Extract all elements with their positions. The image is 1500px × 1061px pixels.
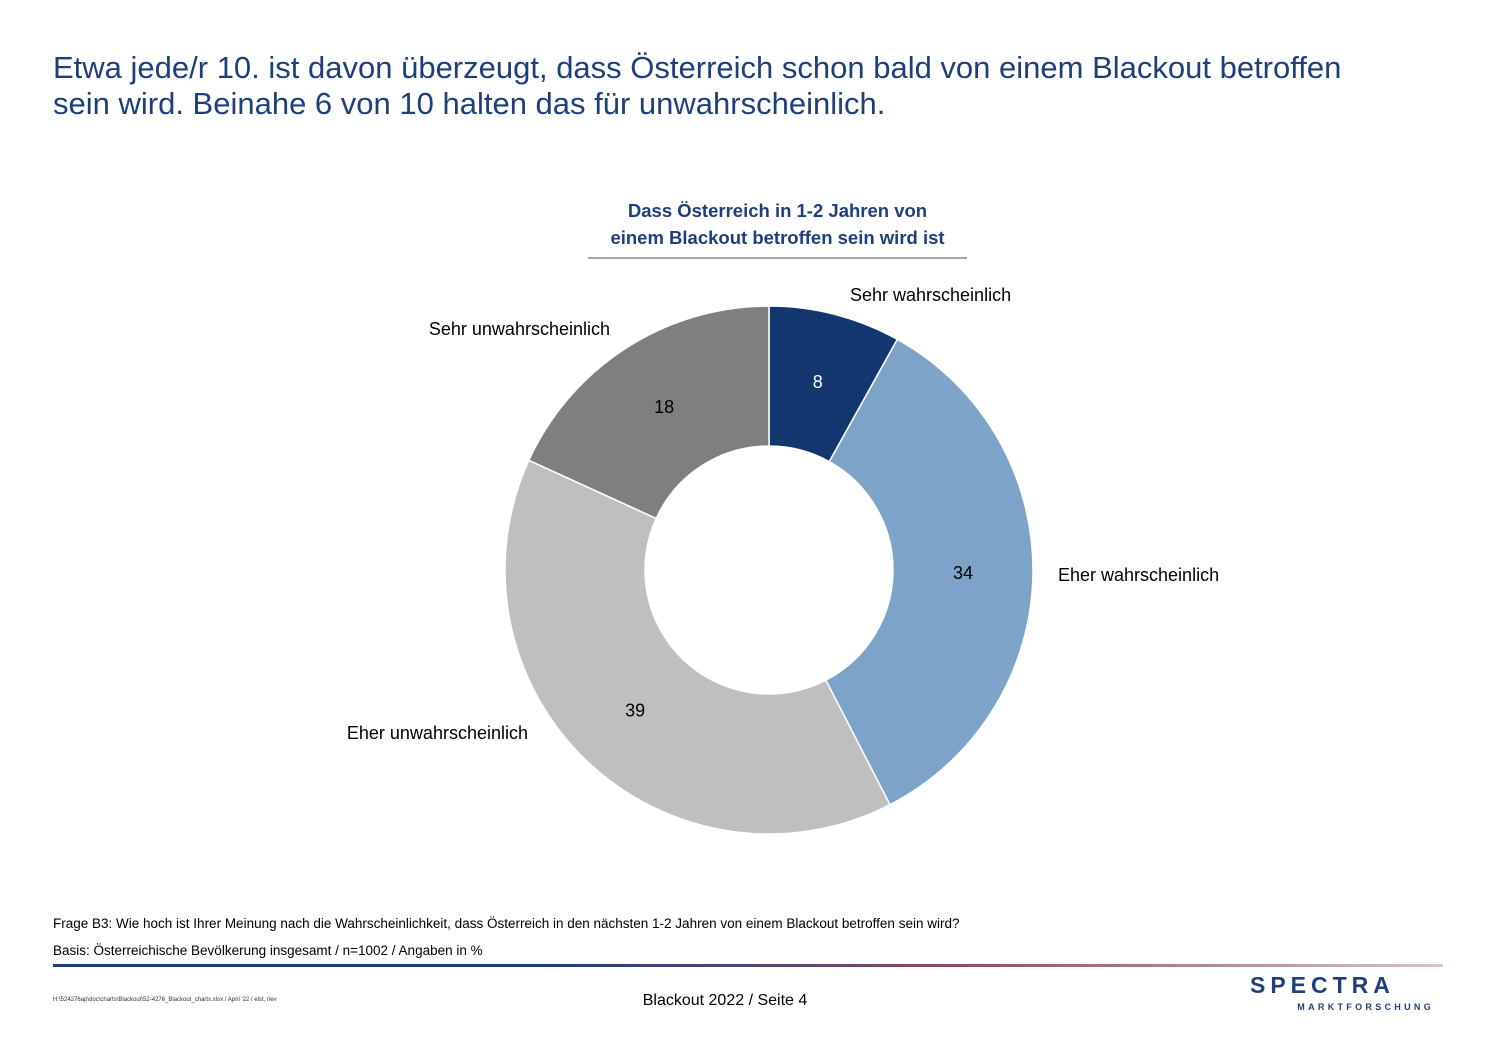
logo-subline: MARKTFORSCHUNG [1297,1002,1434,1012]
donut-value-label: 8 [813,372,823,392]
donut-slice-eher-unwahrscheinlich [504,459,891,835]
chart-title-underline [588,257,967,259]
headline-line-2: sein wird. Beinahe 6 von 10 halten das f… [53,86,886,121]
donut-value-label: 39 [625,700,645,720]
donut-value-label: 18 [654,397,674,417]
file-path-note: H:\524276ap\doc\charts\Blackout\52-4276_… [53,997,277,1003]
donut-value-labels: 8 34 39 18 [625,372,973,720]
logo-wordmark: SPECTRA [1250,972,1395,998]
donut-slices [504,305,1034,835]
donut-category-label: Sehr wahrscheinlich [850,285,1011,305]
donut-category-label: Sehr unwahrscheinlich [429,319,610,339]
donut-chart: 8 34 39 18 Sehr wahrscheinlich Eher wahrsche… [347,285,1219,835]
donut-slice-sehr-unwahrscheinlich [527,305,770,520]
headline-line-1: Etwa jede/r 10. ist davon überzeugt, das… [53,50,1342,85]
donut-category-label: Eher wahrscheinlich [1058,565,1219,585]
page-number: Blackout 2022 / Seite 4 [642,992,808,1009]
donut-value-label: 34 [953,563,973,583]
question-footnote: Frage B3: Wie hoch ist Ihrer Meinung nac… [53,916,960,931]
donut-category-labels: Sehr wahrscheinlich Eher wahrscheinlich Eh… [347,285,1219,743]
chart-title: Dass Österreich in 1-2 Jahren von einem … [560,197,995,251]
footer-divider [53,964,1443,967]
chart-title-line-2: einem Blackout betroffen sein wird ist [610,227,945,248]
page-headline: Etwa jede/r 10. ist davon überzeugt, das… [53,50,1453,122]
basis-footnote: Basis: Österreichische Bevölkerung insge… [53,943,483,958]
donut-category-label: Eher unwahrscheinlich [347,723,528,743]
donut-slice-eher-wahrscheinlich [824,338,1034,806]
chart-title-line-1: Dass Österreich in 1-2 Jahren von [627,200,928,221]
spectra-logo: SPECTRA MARKTFORSCHUNG [1250,972,1440,1020]
